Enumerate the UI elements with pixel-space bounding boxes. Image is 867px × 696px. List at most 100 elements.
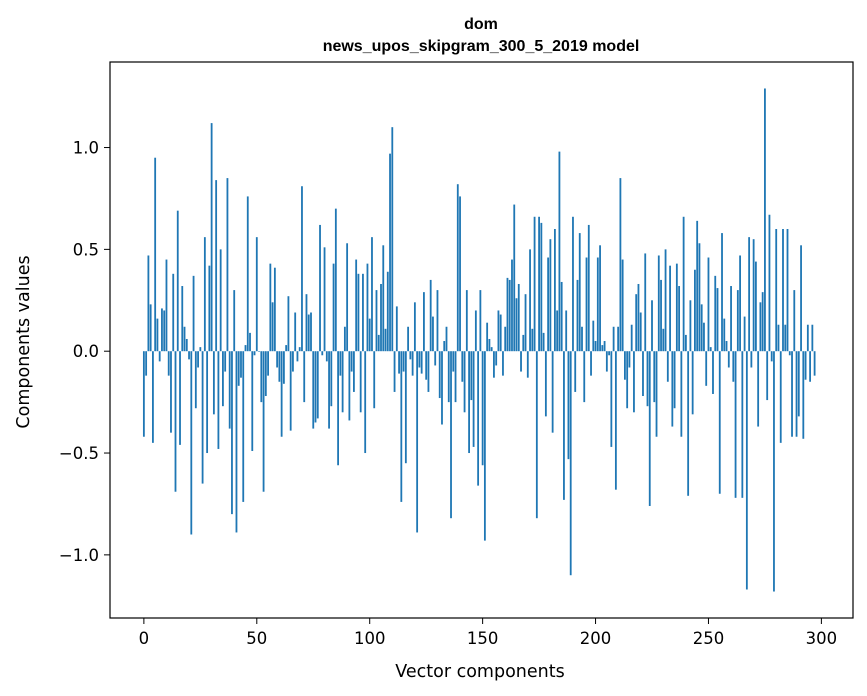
bar [581,326,583,352]
bar [520,351,522,372]
bar [565,310,568,352]
bar [373,351,376,409]
y-tick-label: 0.0 [73,342,99,361]
bar [197,351,199,368]
bar [149,304,152,352]
bar [764,88,766,352]
bar [642,351,644,397]
bar [163,310,166,352]
bar [298,347,301,352]
bar [217,351,220,449]
bar [339,351,342,376]
bar [429,279,432,352]
bar [538,216,540,352]
bar [614,351,617,490]
bar [183,326,186,352]
bar [610,351,613,447]
bar [741,351,744,498]
bar [310,312,312,352]
bar [402,351,405,372]
bar [651,300,653,352]
bar [553,229,556,352]
bar [423,292,425,352]
bar [472,351,475,447]
bar [517,283,520,352]
bar [664,249,667,352]
bar [409,351,412,360]
bar [208,265,211,352]
bar [639,312,642,352]
bar [386,271,389,352]
bar [619,178,622,352]
bar [621,259,624,352]
bar [231,351,233,515]
bar [375,290,378,352]
bar [343,326,346,352]
x-axis-label: Vector components [395,662,564,682]
plot-frame [109,61,854,619]
bar [624,351,626,380]
bar [587,224,590,352]
bar [206,351,209,454]
bar [142,351,145,437]
bar [493,351,495,378]
bar [233,290,236,352]
bar [806,324,809,352]
bar [364,351,367,454]
bar [296,351,299,362]
bar [450,351,452,519]
bar [524,294,527,352]
bar [666,351,669,382]
bar [612,326,615,352]
bar [608,351,610,356]
bar [427,351,430,392]
bar [777,324,780,352]
bar [188,351,190,360]
bar [633,351,635,413]
bar [547,257,550,352]
bar [441,351,443,425]
bar [201,351,204,484]
bar [714,275,717,352]
bar [212,351,215,415]
bar [222,351,224,407]
bar [235,351,238,533]
bar [391,127,394,352]
bar [407,326,410,352]
bar [504,326,507,352]
bar [228,351,231,429]
x-tick-label: 150 [467,629,499,648]
bar [572,216,574,352]
bar [479,290,482,352]
bar [176,210,179,352]
bar [700,304,703,352]
bar [793,290,796,352]
bar [287,296,290,352]
bar [366,263,369,352]
bar [542,332,545,352]
bar [725,341,728,352]
bar [718,351,721,494]
bar [321,351,324,356]
bar [802,351,805,439]
bar [332,263,335,352]
bar [558,151,561,352]
bar [246,196,249,352]
bar [192,275,195,352]
bar [599,245,601,352]
bar [502,351,504,376]
bar [147,255,150,352]
bar [682,216,685,352]
bar [675,263,678,352]
bar [689,300,692,352]
bar [495,351,498,366]
bar [334,208,337,352]
bar [348,351,351,421]
bar [592,320,595,352]
bar [154,157,157,352]
bar [447,351,450,403]
bar [560,281,563,352]
bar [739,255,741,352]
bar [497,310,500,352]
